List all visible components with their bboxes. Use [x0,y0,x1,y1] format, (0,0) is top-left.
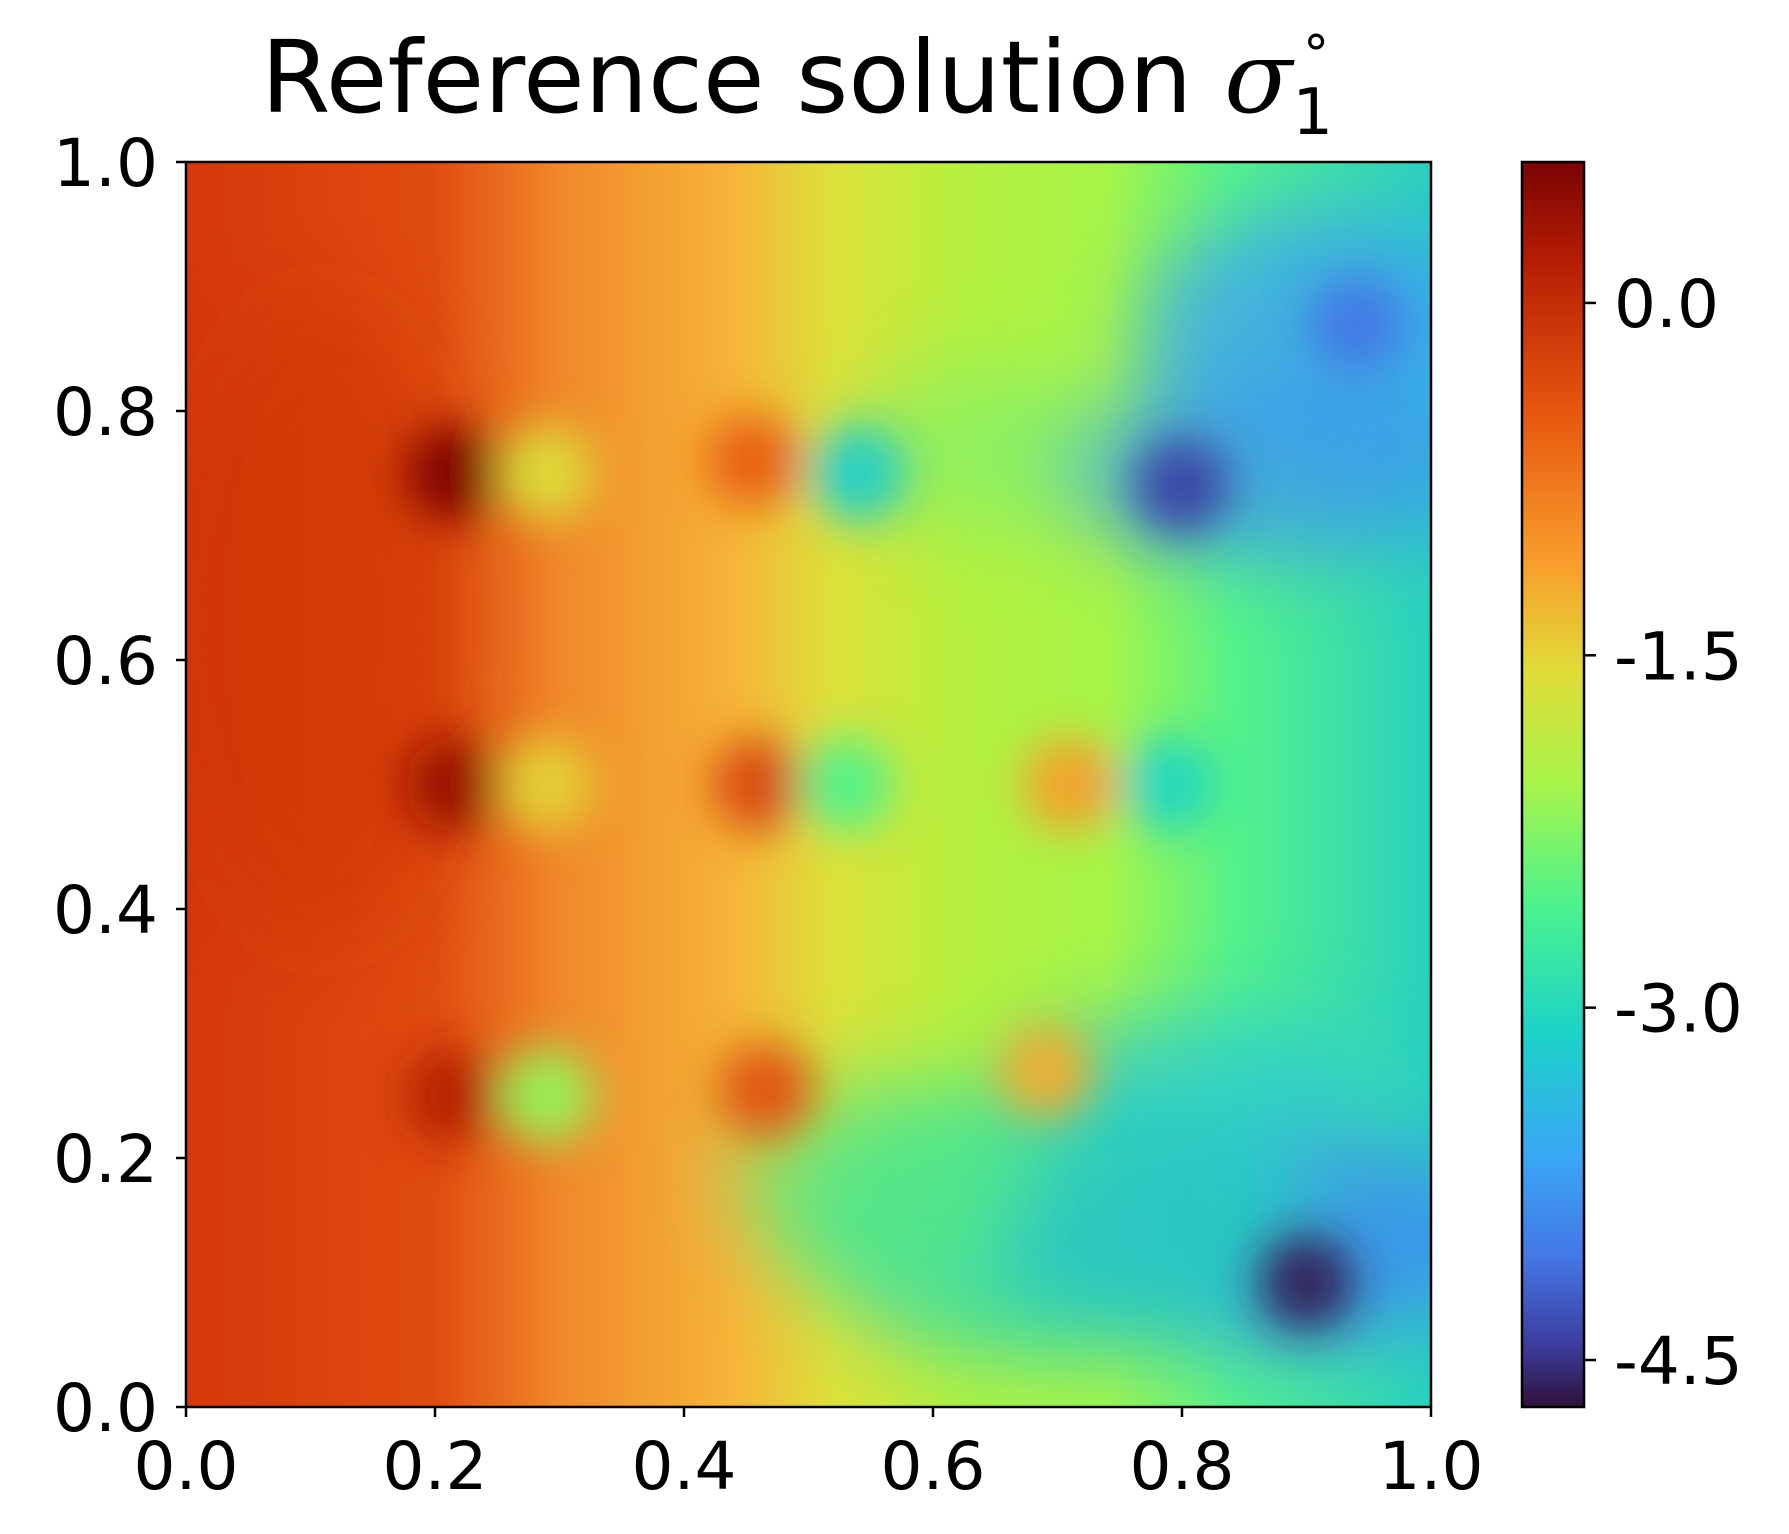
chart-title-text: Reference solution [260,19,1225,136]
heatmap-feature-10 [797,736,894,833]
heatmap-feature-2 [405,1047,502,1144]
y-tick-label: 0.2 [53,1121,158,1198]
heatmap-region-lower-band [1020,1010,1380,1150]
x-tick-label: 0.2 [383,1428,488,1505]
chart-title: Reference solution σ1° [0,18,1620,155]
y-tick-label: 0.4 [53,872,158,949]
heatmap-feature-0 [405,425,502,522]
colorbar-tick-label: -4.5 [1614,1323,1743,1400]
colorbar-gradient [1522,162,1584,1407]
y-tick-label: 1.0 [53,125,158,202]
chart-title-subscript: 1 [1292,76,1334,150]
heatmap-feature-4 [499,736,596,833]
chart-title-symbol: σ [1224,19,1293,136]
plot-frame [184,160,1433,1409]
heatmap-region-upper-green [840,370,1120,530]
heatmap-feature-12 [997,1022,1094,1119]
colorbar-tick-label: 0.0 [1614,266,1719,343]
heatmap-regions [186,210,1431,1360]
x-tick-label: 1.0 [1379,1428,1484,1505]
colorbar-tick-label: -1.5 [1614,618,1743,695]
x-tick-label: 0.4 [632,1428,737,1505]
heatmap-feature-8 [716,1041,813,1138]
y-tick-label: 0.6 [53,623,158,700]
heatmap-feature-1 [405,736,502,833]
heatmap-field [186,162,1431,1407]
heatmap-feature-13 [1121,736,1218,833]
heatmap-feature-3 [499,425,596,522]
y-tick-label: 0.8 [53,374,158,451]
heatmap-feature-16 [1308,275,1405,372]
x-tick-label: 0.0 [134,1428,239,1505]
heatmap-region-left-dark [186,300,460,940]
heatmap-feature-14 [1134,437,1230,534]
y-tick-label: 0.0 [53,1370,158,1447]
x-tick-label: 0.8 [1130,1428,1235,1505]
colorbar-tick-label: -3.0 [1614,971,1743,1048]
heatmap-feature-15 [1258,1234,1355,1331]
heatmap-features [405,275,1405,1331]
x-axis: 0.0 0.2 0.4 0.6 0.8 1.0 [134,1407,1484,1505]
colorbar: 0.0 -1.5 -3.0 -4.5 [1520,160,1743,1409]
colorbar-ticks: 0.0 -1.5 -3.0 -4.5 [1584,266,1743,1400]
heatmap-feature-11 [1021,736,1118,833]
heatmap-feature-5 [499,1047,596,1144]
heatmap-feature-6 [704,412,801,509]
colorbar-frame [1520,160,1586,1409]
x-tick-label: 0.6 [881,1428,986,1505]
y-axis: 0.0 0.2 0.4 0.6 0.8 1.0 [53,125,186,1447]
heatmap-region-lower-green [730,1070,1030,1290]
heatmap-feature-7 [710,736,807,833]
chart-title-superscript: ° [1303,25,1330,85]
heatmap-feature-9 [810,425,907,522]
heatmap-plot-area: 0.0 0.2 0.4 0.6 0.8 1.0 0.0 0.2 0.4 0.6 0.8 1.0 [53,125,1484,1505]
heatmap-region-upper-band [1050,380,1431,560]
